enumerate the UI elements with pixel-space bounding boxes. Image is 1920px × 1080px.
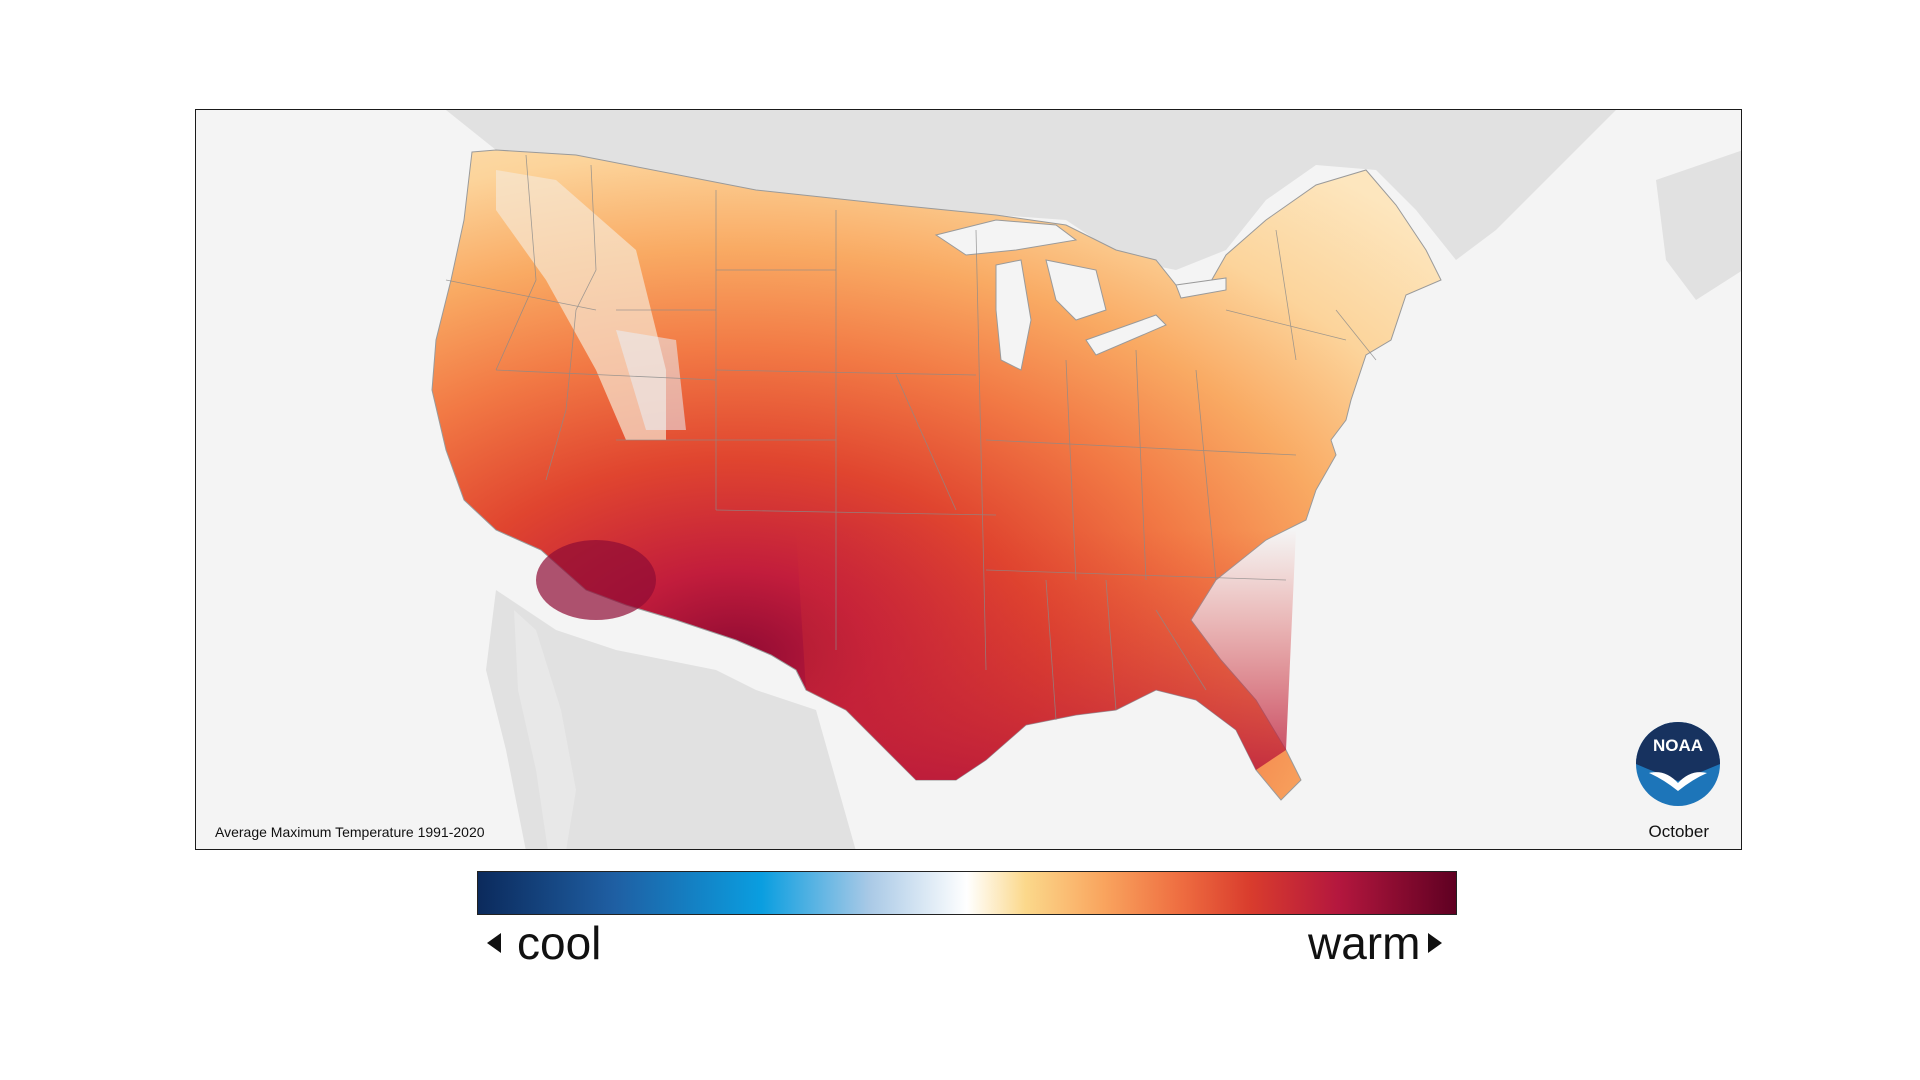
- canada-landmass: [446, 110, 1616, 270]
- noaa-logo: NOAA: [1635, 721, 1721, 807]
- lake-michigan: [995, 259, 1032, 371]
- temperature-colorbar: [477, 871, 1457, 915]
- temperature-map: NOAA Average Maximum Temperature 1991-20…: [195, 109, 1742, 850]
- svg-text:NOAA: NOAA: [1653, 736, 1703, 755]
- desert-southwest-hotspot: [536, 540, 656, 620]
- rocky-mountains-cool-band: [496, 170, 666, 440]
- nova-scotia-land: [1656, 150, 1741, 300]
- legend-warm-label: warm: [1308, 917, 1421, 969]
- southern-heat-overlay: [796, 530, 1296, 780]
- state-borders: [445, 154, 1377, 721]
- map-caption: Average Maximum Temperature 1991-2020: [215, 824, 485, 840]
- right-arrow-icon: [1428, 933, 1443, 953]
- legend-cool-label: cool: [517, 917, 602, 969]
- lake-ontario: [1175, 277, 1227, 299]
- colorado-rockies: [616, 330, 686, 430]
- lake-huron: [1045, 259, 1107, 321]
- month-label: October: [1648, 822, 1709, 841]
- map-svg: [431, 110, 1741, 849]
- lake-erie: [1085, 314, 1167, 356]
- baja-california: [514, 610, 576, 849]
- legend-warm: warm: [1308, 916, 1443, 970]
- legend-cool: cool: [487, 916, 601, 970]
- mexico-landmass: [486, 590, 856, 849]
- lake-superior: [934, 219, 1078, 256]
- left-arrow-icon: [487, 933, 501, 953]
